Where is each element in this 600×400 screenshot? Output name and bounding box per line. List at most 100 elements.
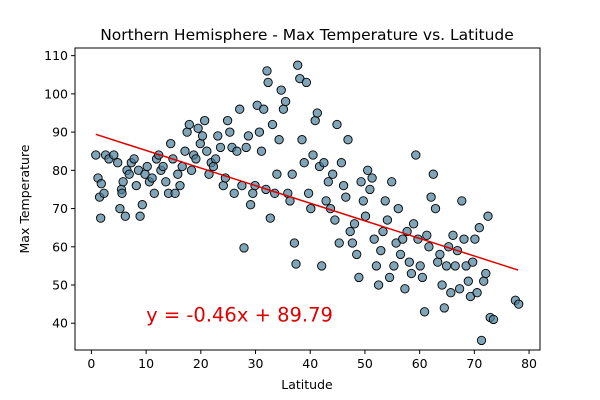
data-point (435, 249, 445, 260)
data-point (259, 104, 269, 114)
data-point (376, 245, 386, 256)
data-point (459, 234, 469, 244)
data-point (289, 238, 300, 248)
data-point (321, 196, 331, 206)
data-point (135, 211, 145, 221)
chart-title: Northern Hemisphere - Max Temperature vs… (100, 26, 514, 44)
data-point (278, 104, 289, 114)
data-point (437, 280, 447, 290)
data-point (170, 188, 180, 198)
data-point (454, 284, 465, 294)
data-point (96, 213, 106, 223)
data-point (208, 161, 219, 172)
data-point (254, 127, 265, 137)
data-point (225, 127, 235, 137)
data-point (446, 288, 456, 298)
data-point (137, 200, 147, 210)
data-point (424, 242, 434, 252)
data-point (468, 257, 478, 267)
data-point (276, 85, 286, 95)
data-point (328, 169, 338, 179)
data-point (213, 131, 223, 141)
y-tick-label: 80 (52, 163, 68, 178)
data-point (310, 115, 320, 126)
data-point (422, 230, 432, 240)
data-point (463, 276, 473, 286)
data-point (338, 180, 349, 191)
data-point (215, 142, 226, 153)
data-point (149, 188, 159, 198)
data-point (417, 272, 428, 283)
data-point (312, 108, 322, 118)
data-point (323, 177, 333, 187)
data-point (166, 138, 176, 149)
data-point (358, 196, 368, 206)
data-point (415, 261, 425, 271)
data-point (365, 184, 375, 195)
data-point (404, 257, 414, 267)
data-point (293, 60, 303, 70)
data-point (356, 177, 366, 187)
data-point (470, 234, 480, 244)
data-point (343, 135, 353, 145)
x-tick-label: 20 (193, 356, 209, 371)
data-point (367, 173, 377, 183)
data-point (308, 150, 318, 160)
data-point (262, 66, 272, 76)
x-tick-label: 0 (87, 356, 95, 371)
data-point (428, 169, 438, 179)
data-point (263, 77, 273, 88)
data-point (472, 288, 482, 298)
data-point (291, 259, 301, 269)
data-point (363, 165, 373, 175)
data-point (373, 280, 384, 290)
y-tick-label: 70 (52, 201, 68, 216)
y-tick-label: 50 (52, 278, 68, 293)
data-point (317, 261, 327, 271)
data-point (330, 215, 340, 225)
data-point (232, 146, 242, 156)
data-point (408, 219, 419, 229)
data-point (389, 261, 399, 271)
x-axis: 0 10 20 30 40 50 60 70 80 (87, 350, 537, 371)
data-point (120, 211, 130, 221)
data-point (184, 119, 194, 130)
data-point (235, 104, 245, 114)
data-point (395, 249, 406, 260)
x-tick-label: 40 (302, 356, 318, 371)
x-tick-label: 30 (248, 356, 264, 371)
data-point (398, 234, 408, 244)
data-point (299, 158, 309, 168)
data-point (303, 188, 314, 198)
data-point (287, 169, 297, 179)
data-point (334, 238, 344, 248)
data-point (411, 150, 421, 160)
data-point (430, 203, 441, 214)
data-point (248, 188, 258, 198)
data-point (200, 115, 210, 126)
data-point (91, 150, 101, 160)
data-point (483, 211, 493, 221)
data-point (481, 268, 491, 279)
data-point (488, 314, 499, 325)
data-point (400, 284, 410, 294)
x-tick-label: 50 (357, 356, 373, 371)
data-point (369, 234, 379, 244)
y-tick-label: 110 (44, 48, 68, 63)
data-point (439, 303, 449, 313)
data-point (433, 257, 443, 267)
data-point (265, 213, 275, 223)
data-point (256, 146, 267, 156)
data-point (222, 115, 233, 126)
y-tick-label: 40 (52, 316, 68, 331)
data-point (109, 150, 119, 160)
data-point (161, 177, 171, 187)
y-tick-label: 60 (52, 239, 68, 254)
data-point (352, 249, 362, 260)
data-point (272, 169, 282, 179)
x-tick-label: 60 (412, 356, 428, 371)
data-point (378, 226, 388, 237)
data-point (142, 161, 152, 172)
data-point (306, 203, 316, 214)
